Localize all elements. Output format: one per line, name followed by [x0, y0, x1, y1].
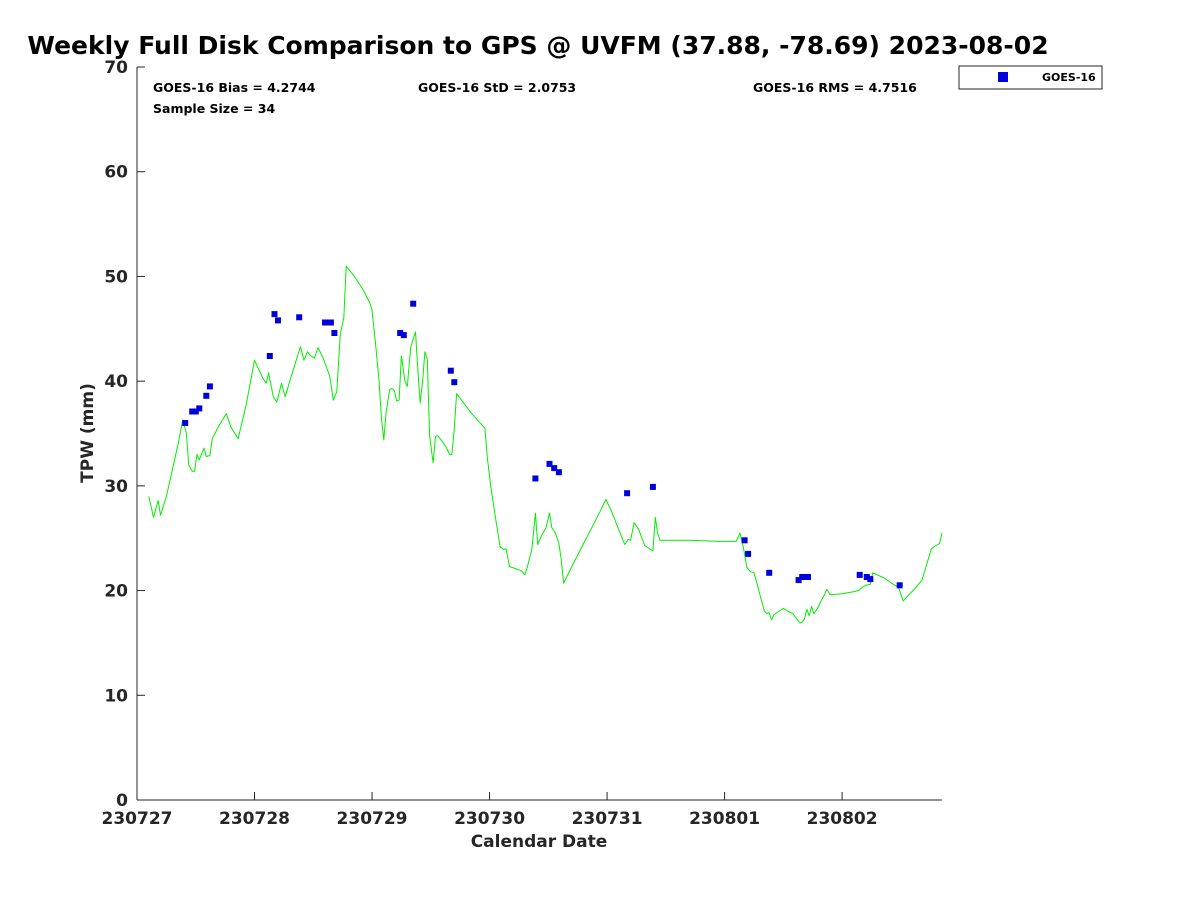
x-tick-label: 230728: [219, 809, 290, 829]
goes16-point: [189, 408, 196, 415]
x-tick-label: 230801: [689, 809, 760, 829]
goes16-point: [867, 576, 874, 583]
goes16-point: [400, 332, 407, 339]
x-tick-label: 230802: [807, 809, 878, 829]
std-stat: GOES-16 StD = 2.0753: [418, 80, 576, 95]
goes16-point: [863, 574, 870, 580]
goes16-point: [532, 475, 539, 482]
rms-stat: GOES-16 RMS = 4.7516: [753, 80, 917, 95]
y-axis-ticks: 0 10 20 30 40 50 60 70: [104, 58, 145, 811]
legend-marker-goes16: [998, 72, 1008, 82]
y-axis-label: TPW (mm): [78, 383, 98, 483]
y-tick-label: 30: [104, 477, 128, 497]
goes16-point: [745, 550, 752, 557]
goes16-point: [447, 367, 454, 374]
goes16-point: [203, 392, 210, 399]
goes16-point: [271, 311, 278, 318]
legend-box: [958, 65, 1103, 90]
legend: GOES-16: [958, 65, 1103, 90]
goes16-point: [896, 582, 903, 589]
goes16-point: [551, 465, 558, 472]
goes16-point: [397, 330, 404, 336]
axes-background: [137, 67, 942, 800]
y-tick-label: 50: [104, 267, 128, 287]
bias-stat: GOES-16 Bias = 4.2744: [153, 80, 316, 95]
y-tick-label: 0: [116, 791, 128, 811]
x-tick-label: 230729: [337, 809, 408, 829]
goes16-point: [451, 379, 458, 386]
goes16-point: [322, 319, 328, 326]
plot-area: 0 10 20 30 40 50 60 70 230727 230728 230729 230730…: [102, 58, 943, 829]
goes16-point: [410, 300, 417, 307]
goes16-point: [327, 319, 334, 326]
goes16-point: [799, 574, 806, 580]
sample-size-stat: Sample Size = 34: [153, 101, 275, 116]
x-tick-label: 230730: [454, 809, 525, 829]
goes16-point: [206, 383, 213, 390]
goes16-point: [795, 577, 802, 584]
goes16-point: [275, 317, 281, 324]
goes16-point: [266, 353, 273, 359]
goes16-point: [182, 420, 189, 426]
goes16-point: [331, 330, 338, 336]
x-tick-label: 230727: [102, 809, 173, 829]
y-tick-label: 60: [104, 163, 128, 183]
goes16-point: [546, 460, 553, 467]
chart-title: Weekly Full Disk Comparison to GPS @ UVF…: [27, 31, 1048, 60]
y-tick-label: 70: [104, 58, 128, 78]
goes16-point: [766, 569, 773, 576]
legend-label-goes16: GOES-16: [1042, 71, 1096, 84]
x-tick-label: 230731: [572, 809, 643, 829]
goes16-point: [192, 408, 199, 415]
goes16-point: [555, 469, 562, 476]
goes16-point: [805, 574, 811, 580]
goes16-point: [624, 490, 631, 497]
goes16-point: [649, 483, 656, 490]
y-tick-label: 20: [104, 582, 128, 602]
y-tick-label: 40: [104, 372, 128, 392]
goes16-point: [296, 314, 303, 321]
x-axis-ticks: 230727 230728 230729 230730 230731 230801 2308…: [102, 792, 878, 829]
gps-series-line: [148, 265, 943, 624]
goes16-point: [741, 537, 748, 544]
x-axis-label: Calendar Date: [471, 832, 608, 852]
y-tick-label: 10: [104, 686, 128, 706]
stats-block: GOES-16 Bias = 4.2744 GOES-16 StD = 2.07…: [153, 80, 917, 116]
goes16-point: [196, 405, 203, 412]
series-layer: [148, 265, 943, 624]
goes16-point: [856, 571, 863, 578]
